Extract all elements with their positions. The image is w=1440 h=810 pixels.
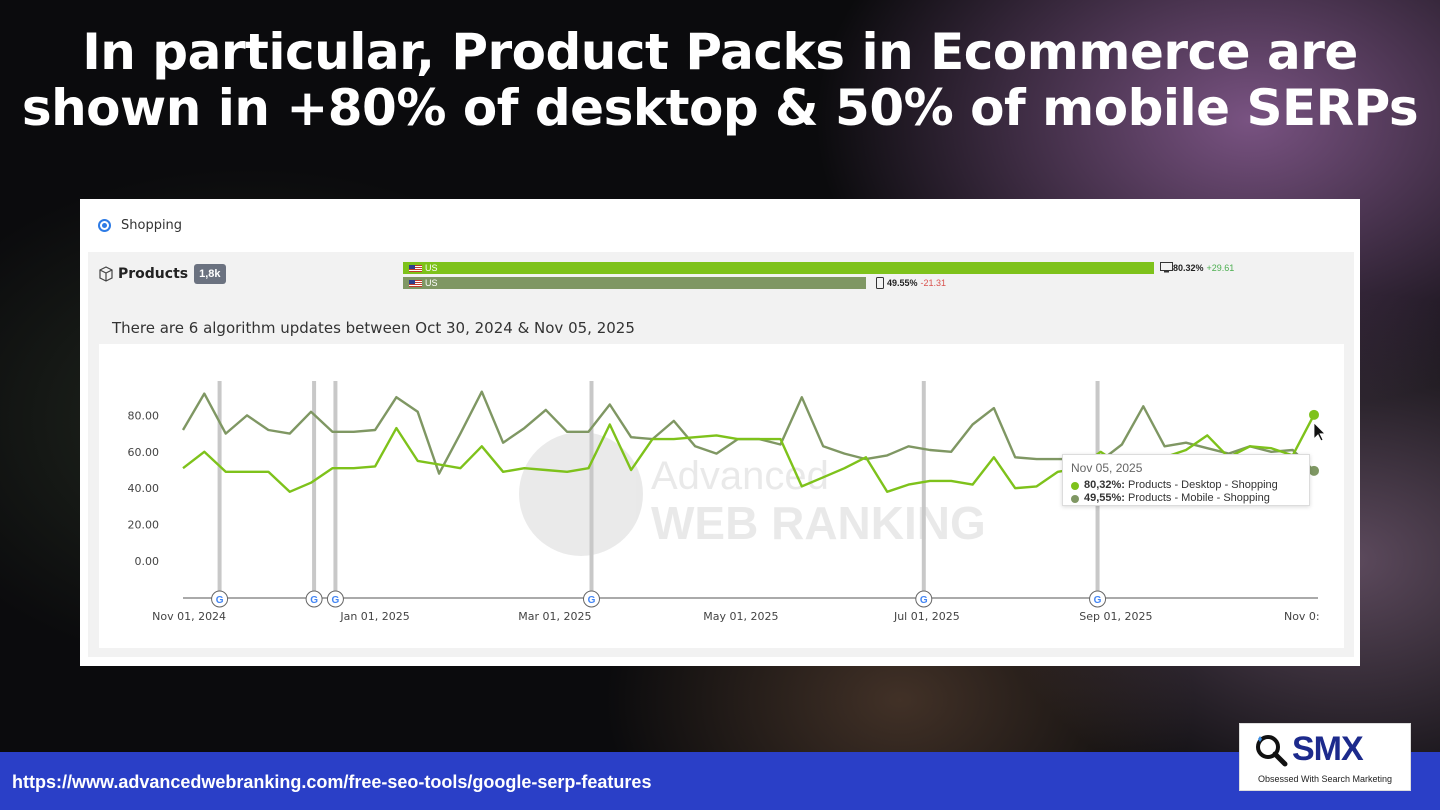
y-tick-label: 60.00 [128, 446, 160, 459]
google-update-marker [305, 590, 323, 608]
magnifier-icon [1256, 734, 1288, 766]
google-g-icon: G [216, 595, 224, 606]
desktop-share-delta: +29.61 [1206, 262, 1235, 273]
desktop-country: US [425, 263, 438, 273]
x-tick-label: Mar 01, 2025 [518, 610, 591, 623]
google-g-icon: G [588, 595, 596, 606]
smx-logo: SMX Obsessed With Search Marketing [1239, 723, 1411, 791]
series-end-point [1309, 465, 1319, 476]
tooltip-mobile-value: 49,55%: [1084, 492, 1125, 504]
y-tick-label: 40.00 [128, 482, 160, 495]
products-title: Products 1,8k [98, 264, 226, 284]
x-tick-label: Nov 01, 2024 [152, 610, 226, 623]
mobile-country: US [425, 278, 438, 288]
shopping-label: Shopping [121, 218, 183, 233]
products-count-badge: 1,8k [194, 264, 226, 284]
headline-line-2: shown in +80% of desktop & 50% of mobile… [21, 79, 1419, 137]
google-update-marker [326, 590, 344, 608]
google-g-icon: G [310, 595, 318, 606]
desktop-share-bar[interactable]: US [403, 262, 1154, 274]
cube-icon [99, 266, 113, 282]
y-tick-label: 0.00 [135, 555, 160, 568]
desktop-share-value: 80.32% [1173, 262, 1204, 273]
tooltip-date: Nov 05, 2025 [1071, 461, 1143, 475]
mouse-cursor-icon [1313, 421, 1326, 442]
mobile-dot-icon [1071, 494, 1079, 503]
footer-url-link[interactable]: https://www.advancedwebranking.com/free-… [12, 772, 652, 792]
logo-main: SMX [1254, 730, 1364, 769]
shopping-filter[interactable]: Shopping [98, 218, 182, 233]
y-tick-label: 80.00 [128, 409, 160, 422]
algorithm-updates-text: There are 6 algorithm updates between Oc… [112, 319, 635, 337]
x-tick-label: Nov 0: [1284, 610, 1320, 623]
desktop-stat: 80.32% +29.61 [1160, 262, 1234, 273]
headline-line-1: In particular, Product Packs in Ecommerc… [82, 23, 1358, 81]
tooltip-row-desktop: 80,32%: Products - Desktop - Shopping [1071, 479, 1301, 492]
y-tick-label: 20.00 [128, 519, 160, 532]
desktop-icon [1160, 262, 1173, 273]
tooltip-row-mobile: 49,55%: Products - Mobile - Shopping [1071, 492, 1301, 505]
x-tick-label: May 01, 2025 [703, 610, 778, 623]
watermark-line-1: Advanced [651, 454, 829, 498]
google-update-marker [1089, 590, 1107, 608]
x-tick-label: Jan 01, 2025 [339, 610, 409, 623]
google-g-icon: G [1094, 595, 1102, 606]
mobile-share-value: 49.55% [887, 278, 918, 288]
x-tick-label: Jul 01, 2025 [893, 610, 960, 623]
mobile-share-delta: -21.31 [920, 278, 947, 288]
footer-bar: https://www.advancedwebranking.com/free-… [0, 752, 1440, 810]
google-g-icon: G [920, 595, 928, 606]
tooltip-mobile-label: Products - Mobile - Shopping [1127, 492, 1270, 504]
logo-tagline: Obsessed With Search Marketing [1257, 774, 1393, 784]
slide-headline: In particular, Product Packs in Ecommerc… [0, 24, 1440, 136]
us-flag-icon [409, 265, 422, 272]
chart-tooltip: Nov 05, 2025 80,32%: Products - Desktop … [1062, 454, 1310, 506]
mobile-share-bar[interactable]: US [403, 277, 867, 289]
watermark-line-2: WEB RANKING [651, 497, 986, 549]
google-update-marker [915, 590, 933, 608]
algorithm-updates-section: There are 6 algorithm updates between Oc… [88, 300, 1354, 657]
products-row: Products 1,8k US US 80.32% +29.61 49.55%… [88, 252, 1354, 300]
google-update-marker [583, 590, 601, 608]
products-name: Products [118, 266, 189, 282]
line-chart[interactable]: Advanced WEB RANKING 80.00 60.00 40.00 20.00 0… [99, 344, 1344, 648]
series-end-point [1309, 409, 1319, 420]
google-update-marker [211, 590, 229, 608]
tooltip-desktop-label: Products - Desktop - Shopping [1127, 479, 1278, 491]
google-g-icon: G [332, 595, 340, 606]
mobile-stat: 49.55% -21.31 [876, 277, 946, 289]
watermark-globe-icon [519, 432, 643, 556]
serp-features-panel: Shopping Products 1,8k US US 80.32% +29.… [80, 199, 1360, 666]
desktop-dot-icon [1071, 481, 1079, 490]
logo-text: SMX [1292, 730, 1364, 768]
x-tick-label: Sep 01, 2025 [1079, 610, 1152, 623]
mobile-icon [876, 277, 884, 289]
radio-button[interactable] [98, 219, 111, 232]
tooltip-desktop-value: 80,32%: [1084, 479, 1125, 491]
us-flag-icon [409, 280, 422, 287]
